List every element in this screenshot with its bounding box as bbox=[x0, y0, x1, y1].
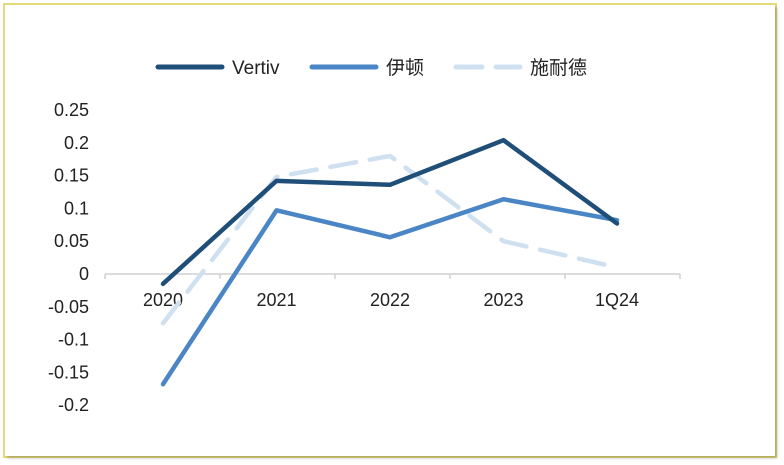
series-line-2 bbox=[160, 196, 620, 387]
x-tick-label: 2021 bbox=[256, 290, 296, 310]
y-tick-label: 0.05 bbox=[54, 231, 89, 251]
y-tick-label: 0.25 bbox=[54, 100, 89, 120]
x-tick-label: 1Q24 bbox=[595, 290, 639, 310]
y-tick-label: 0.15 bbox=[54, 166, 89, 186]
chart-frame bbox=[3, 3, 777, 458]
legend-label: Vertiv bbox=[232, 58, 280, 79]
y-tick-label: -0.1 bbox=[58, 330, 89, 350]
series-line-1 bbox=[160, 137, 620, 287]
y-axis: 0.25 0.2 0.15 0.1 0.05 0 -0.05 -0.1 -0.15 -0.2 bbox=[48, 100, 89, 415]
y-tick-label: 0 bbox=[79, 264, 89, 284]
legend-label: 施耐德 bbox=[530, 57, 587, 79]
x-tick-label: 2023 bbox=[483, 290, 523, 310]
series-lines bbox=[160, 137, 620, 387]
legend: Vertiv 伊顿 施耐德 bbox=[155, 57, 587, 79]
y-tick-label: -0.15 bbox=[48, 362, 89, 382]
series-line-3 bbox=[160, 153, 620, 326]
x-tick-label: 2022 bbox=[370, 290, 410, 310]
y-tick-label: -0.05 bbox=[48, 297, 89, 317]
x-axis: 2020 2021 2022 2023 1Q24 bbox=[104, 273, 681, 310]
y-tick-label: 0.2 bbox=[64, 133, 89, 153]
y-tick-label: -0.2 bbox=[58, 395, 89, 415]
y-tick-label: 0.1 bbox=[64, 198, 89, 218]
x-tick-label: 2020 bbox=[143, 290, 183, 310]
legend-label: 伊顿 bbox=[386, 57, 424, 79]
